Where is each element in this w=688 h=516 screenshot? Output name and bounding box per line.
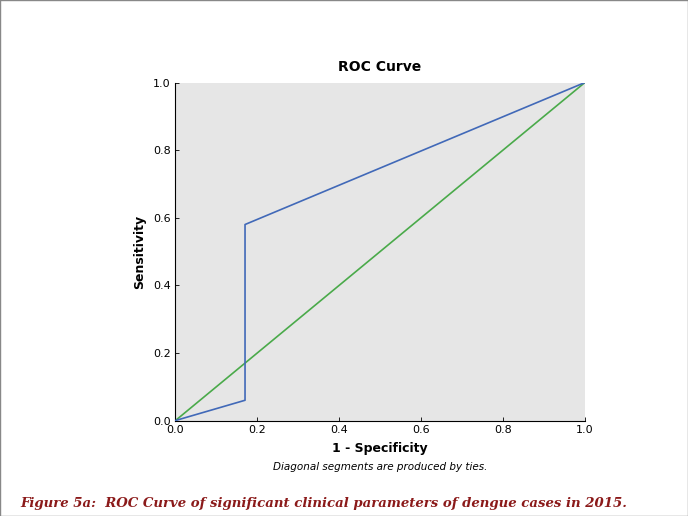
Text: Diagonal segments are produced by ties.: Diagonal segments are produced by ties.: [273, 462, 487, 472]
Y-axis label: Sensitivity: Sensitivity: [133, 215, 146, 288]
Text: Figure 5a:  ROC Curve of significant clinical parameters of dengue cases in 2015: Figure 5a: ROC Curve of significant clin…: [21, 496, 627, 510]
X-axis label: 1 - Specificity: 1 - Specificity: [332, 442, 428, 455]
Title: ROC Curve: ROC Curve: [338, 60, 422, 74]
